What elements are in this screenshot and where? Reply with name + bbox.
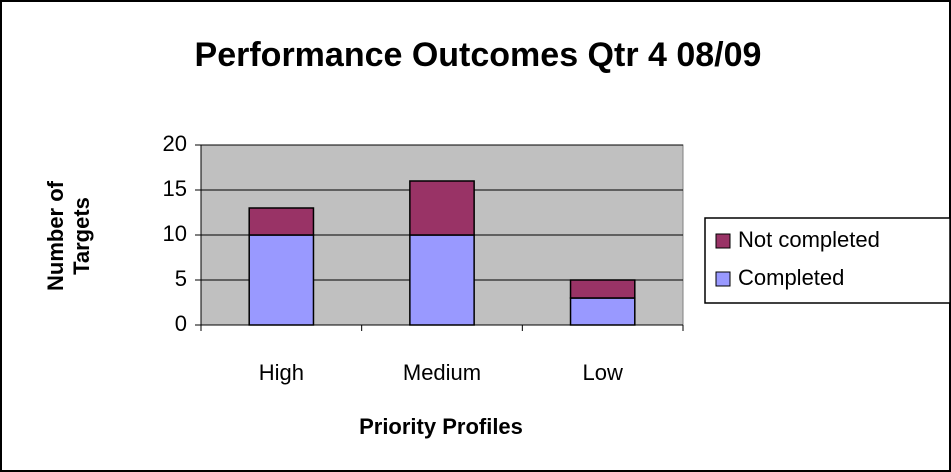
y-axis-title: Number of Targets	[43, 180, 94, 291]
bar-segment	[248, 234, 315, 326]
y-tick-label: 20	[163, 131, 187, 156]
bar-segment	[569, 279, 636, 299]
y-tick-label: 5	[175, 266, 187, 291]
y-axis-title-line: Targets	[69, 197, 94, 275]
legend-swatch	[715, 271, 731, 287]
x-tick-label: Low	[582, 360, 622, 385]
x-tick-label: High	[259, 360, 304, 385]
chart-title: Performance Outcomes Qtr 4 08/09	[195, 36, 762, 74]
x-tick-label: Medium	[403, 360, 481, 385]
legend-label: Not completed	[738, 227, 880, 252]
bar-segment	[409, 234, 475, 326]
y-axis-title-line: Number of	[43, 180, 68, 291]
bar-segment	[569, 297, 636, 326]
y-tick-label: 15	[163, 176, 187, 201]
bar-segment	[248, 207, 315, 236]
legend-box	[704, 217, 951, 304]
legend-swatch	[715, 233, 731, 249]
x-axis-title: Priority Profiles	[359, 414, 523, 439]
y-tick-label: 10	[163, 221, 187, 246]
bar-segment	[409, 180, 475, 236]
y-tick-label: 0	[175, 311, 187, 336]
legend-label: Completed	[738, 265, 844, 290]
